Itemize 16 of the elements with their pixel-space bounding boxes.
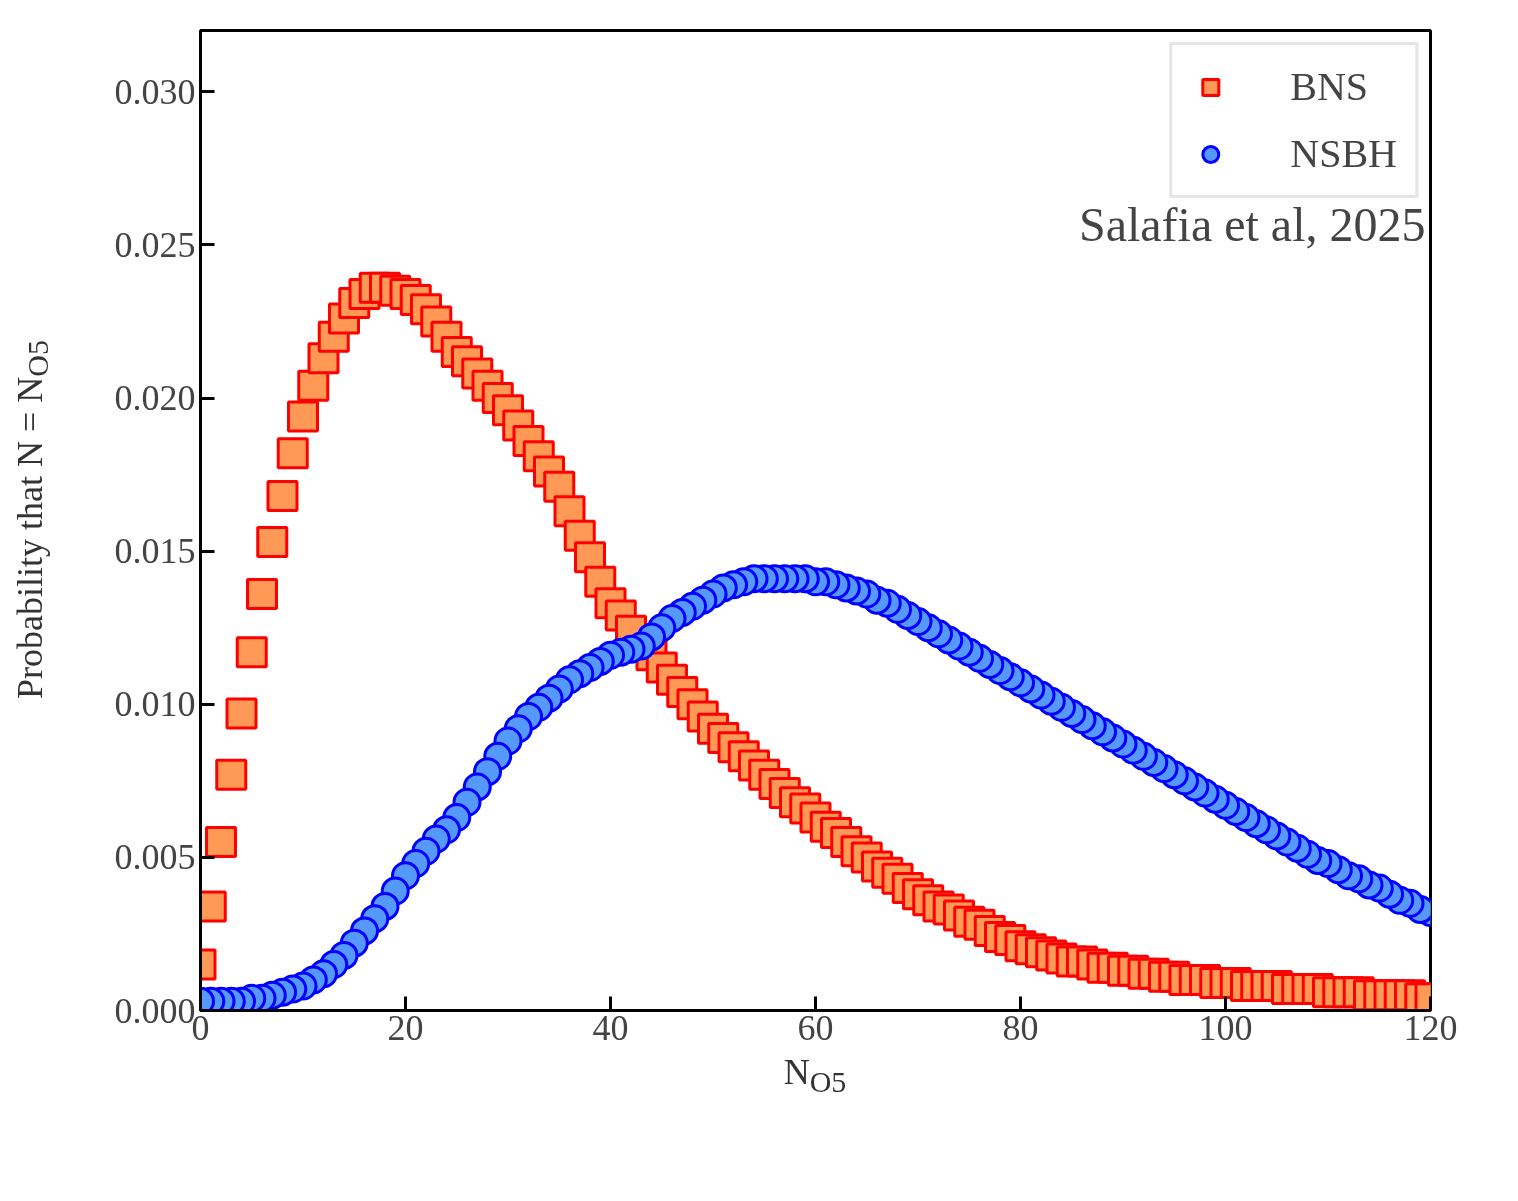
legend-label: NSBH (1290, 130, 1397, 177)
x-tick-label: 100 (1198, 1007, 1253, 1048)
y-tick-label: 0.020 (114, 378, 196, 418)
legend-label: BNS (1290, 63, 1369, 110)
x-tick-label: 20 (387, 1007, 424, 1048)
y-tick-label: 0.005 (114, 837, 196, 878)
annotation: Salafia et al, 2025 (1078, 197, 1426, 251)
y-tick-label: 0.015 (114, 531, 196, 572)
x-tick-label: 40 (592, 1007, 629, 1048)
y-tick-label: 0.010 (114, 684, 196, 725)
y-tick-label: 0.025 (114, 224, 196, 265)
x-tick-label: 80 (1002, 1007, 1039, 1048)
x-axis-title: N$_{O5}$ (783, 1051, 847, 1101)
y-tick-label: 0.030 (114, 71, 196, 112)
x-tick-label: 120 (1403, 1007, 1458, 1048)
x-tick-label: 60 (797, 1007, 834, 1048)
